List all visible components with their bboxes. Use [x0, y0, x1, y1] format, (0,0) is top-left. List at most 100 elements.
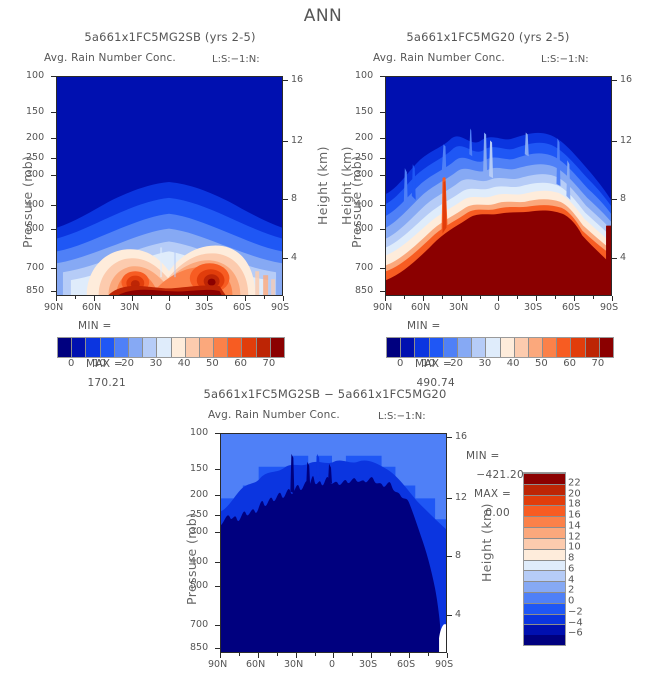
colorbar-swatch [557, 338, 572, 357]
colorbar-swatch [524, 613, 565, 625]
colorbar-tick-label: 14 [568, 520, 581, 532]
colorbar-tick-label: 60 [234, 358, 247, 369]
colorbar-tick-label: −2 [568, 606, 583, 618]
panel-case1-max-value: 170.21 [87, 377, 126, 389]
colorbar-swatch [387, 338, 402, 357]
figure-suptitle: ANN [303, 6, 343, 26]
panel-case1-min-label: MIN = [78, 320, 112, 332]
colorbar-swatch [486, 338, 501, 357]
panel-difference-max-label: MAX = [474, 488, 512, 500]
colorbar-swatch [528, 338, 544, 357]
colorbar-tick-label: 0 [67, 358, 75, 369]
panel-case2-title: 5a661x1FC5MG20 (yrs 2-5) [406, 30, 570, 44]
panel-case1-max-label: MAX = [86, 358, 124, 370]
panel-difference-colorbar-labels: −6 −4 −2 0 2 4 6 8 10 12 14 16 18 20 22 [568, 472, 602, 644]
panel-case2-height-axis-title: Height (km) [339, 146, 354, 225]
colorbar-tick-label: 8 [568, 552, 575, 564]
panel-difference-annotation: L:S:−1:N: [378, 411, 426, 422]
colorbar-swatch [524, 483, 565, 495]
colorbar-swatch [524, 527, 565, 538]
colorbar-swatch [514, 338, 529, 357]
colorbar-tick-label: 0 [396, 358, 404, 369]
colorbar-swatch [500, 338, 515, 357]
colorbar-swatch [256, 338, 271, 357]
panel-case1-annotation: L:S:−1:N: [212, 54, 260, 65]
panel-difference-contour-field [221, 434, 446, 652]
colorbar-tick-label: 4 [568, 574, 575, 585]
colorbar-tick-label: 22 [568, 477, 581, 489]
colorbar-swatch [524, 473, 565, 484]
panel-difference-yaxis-title: Pressure (mb) [184, 512, 199, 605]
colorbar-swatch [143, 338, 158, 357]
colorbar-tick-label: 6 [568, 563, 575, 575]
colorbar-swatch [242, 338, 257, 357]
colorbar-tick-label: 30 [478, 358, 492, 369]
colorbar-swatch [472, 338, 487, 357]
colorbar-swatch [543, 338, 558, 357]
panel-case1-colorbar-labels: 0 10 20 30 40 50 60 70 [57, 358, 283, 372]
colorbar-tick-label: 20 [121, 358, 134, 369]
panel-difference-colorbar[interactable] [523, 472, 566, 646]
colorbar-tick-label: 10 [93, 358, 106, 369]
panel-difference-subtitle: Avg. Rain Number Conc. [208, 409, 340, 421]
colorbar-swatch [270, 338, 284, 357]
colorbar-tick-label: 70 [262, 358, 276, 369]
colorbar-tick-label: 2 [568, 584, 575, 596]
colorbar-tick-label: 50 [535, 358, 548, 369]
colorbar-swatch [228, 338, 243, 357]
panel-case1-plot-area[interactable] [56, 76, 283, 296]
colorbar-tick-label: 60 [563, 358, 576, 369]
panel-case2-annotation: L:S:−1:N: [541, 54, 589, 65]
colorbar-tick-label: 40 [177, 358, 191, 369]
colorbar-tick-label: 30 [149, 358, 163, 369]
colorbar-swatch [524, 505, 565, 517]
panel-case2-subtitle: Avg. Rain Number Conc. [373, 52, 505, 64]
colorbar-tick-label: −6 [568, 627, 583, 639]
panel-difference-min-label: MIN = [466, 450, 500, 462]
colorbar-tick-label: 16 [568, 509, 581, 521]
colorbar-swatch [457, 338, 473, 357]
colorbar-tick-label: 40 [506, 358, 520, 369]
colorbar-swatch [401, 338, 416, 357]
colorbar-tick-label: −4 [568, 617, 583, 628]
colorbar-swatch [114, 338, 129, 357]
colorbar-swatch [524, 516, 565, 528]
colorbar-swatch [524, 494, 565, 506]
panel-case1-height-axis-title: Height (km) [315, 146, 330, 225]
colorbar-swatch [185, 338, 200, 357]
colorbar-swatch [571, 338, 586, 357]
colorbar-swatch [100, 338, 115, 357]
colorbar-tick-label: 70 [591, 358, 605, 369]
panel-case2-colorbar[interactable] [386, 337, 614, 358]
colorbar-swatch [599, 338, 613, 357]
panel-case1-contour-field [57, 77, 282, 295]
colorbar-swatch [524, 602, 565, 614]
colorbar-swatch [157, 338, 172, 357]
colorbar-tick-label: 0 [568, 595, 575, 607]
colorbar-swatch [128, 338, 144, 357]
colorbar-swatch [524, 548, 565, 560]
colorbar-swatch [214, 338, 229, 357]
panel-difference-minmax: MIN = −421.20 MAX = 0.00 [466, 444, 524, 520]
panel-difference-min-value: −421.20 [476, 469, 524, 481]
colorbar-swatch [524, 537, 565, 549]
panel-difference-plot-area[interactable] [220, 433, 447, 653]
colorbar-swatch [199, 338, 215, 357]
colorbar-swatch [524, 581, 565, 592]
panel-case2-max-label: MAX = [415, 358, 453, 370]
panel-case2-plot-area[interactable] [385, 76, 612, 296]
colorbar-swatch [524, 635, 565, 645]
colorbar-swatch [585, 338, 600, 357]
colorbar-tick-label: 12 [568, 531, 581, 542]
panel-difference-title: 5a661x1FC5MG2SB − 5a661x1FC5MG20 [203, 387, 447, 401]
panel-difference-max-value: 0.00 [485, 507, 510, 519]
panel-case1-subtitle: Avg. Rain Number Conc. [44, 52, 176, 64]
colorbar-tick-label: 50 [206, 358, 219, 369]
panel-case1-colorbar[interactable] [57, 337, 285, 358]
panel-case2-contour-field [386, 77, 611, 295]
colorbar-swatch [429, 338, 444, 357]
colorbar-tick-label: 10 [422, 358, 435, 369]
colorbar-tick-label: 20 [568, 488, 581, 499]
panel-case2-min-label: MIN = [407, 320, 441, 332]
colorbar-swatch [58, 338, 73, 357]
